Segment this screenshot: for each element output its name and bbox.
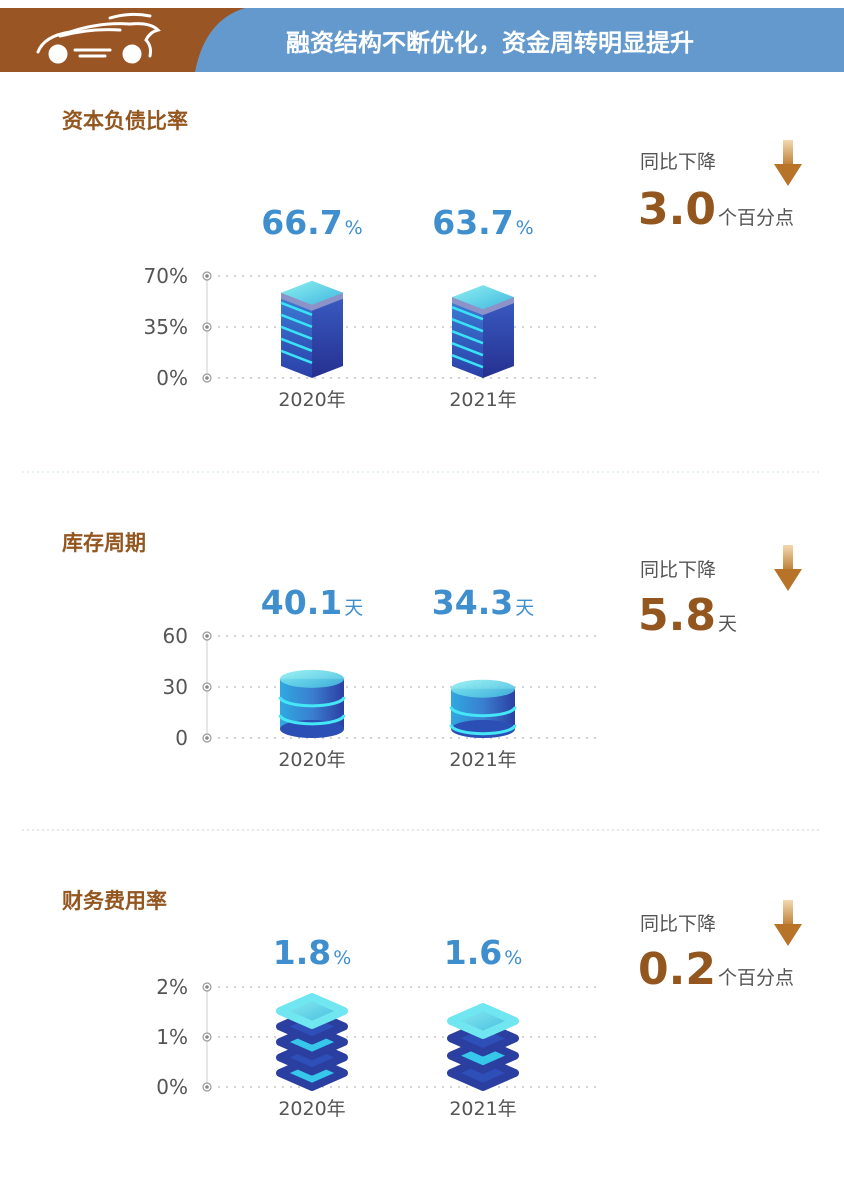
bar-2020年 <box>280 280 343 378</box>
x-category-label: 2021年 <box>449 1098 516 1120</box>
data-label-value: 1.6 <box>444 933 502 972</box>
data-label-value: 1.8 <box>273 933 331 972</box>
change-summary: 0.2 个百分点 <box>638 944 794 995</box>
data-label-unit: % <box>333 947 351 969</box>
y-tick-label: 1% <box>156 1025 188 1049</box>
arrow-down-icon <box>774 545 802 591</box>
x-category-label: 2020年 <box>278 389 345 411</box>
data-label-value: 34.3 <box>432 583 513 622</box>
x-category-label: 2020年 <box>278 1098 345 1120</box>
data-label-value: 66.7 <box>261 203 342 242</box>
change-label: 同比下降 <box>640 559 716 581</box>
data-label-unit: % <box>516 217 534 239</box>
y-tick-label: 70% <box>144 264 188 288</box>
data-label: 1.6% <box>444 933 523 972</box>
y-tick-label: 30 <box>163 675 188 699</box>
data-label-unit: % <box>504 947 522 969</box>
change-value: 3.0 <box>638 184 716 235</box>
data-label: 66.7% <box>261 203 362 242</box>
bar-2021年 <box>447 1003 519 1091</box>
bar-2021年 <box>451 285 514 378</box>
change-unit: 个百分点 <box>718 207 794 229</box>
change-label: 同比下降 <box>640 913 716 935</box>
section-title: 库存周期 <box>62 531 146 555</box>
y-tick-label: 35% <box>144 315 188 339</box>
header-title: 融资结构不断优化，资金周转明显提升 <box>286 29 694 57</box>
change-summary: 5.8 天 <box>638 590 737 641</box>
change-value: 0.2 <box>638 944 716 995</box>
change-label: 同比下降 <box>640 151 716 173</box>
change-unit: 天 <box>718 613 737 635</box>
change-unit: 个百分点 <box>718 967 794 989</box>
data-label-value: 40.1 <box>261 583 342 622</box>
x-category-label: 2020年 <box>278 749 345 771</box>
x-category-label: 2021年 <box>449 389 516 411</box>
change-value: 5.8 <box>638 590 716 641</box>
car-logo-icon <box>36 12 161 64</box>
section-title: 资本负债比率 <box>62 109 188 133</box>
x-category-label: 2021年 <box>449 749 516 771</box>
data-label-unit: % <box>345 217 363 239</box>
data-label: 63.7% <box>432 203 533 242</box>
y-tick-label: 2% <box>156 975 188 999</box>
header-banner: 融资结构不断优化，资金周转明显提升 <box>0 8 844 72</box>
bar-2020年 <box>278 669 346 738</box>
data-label-unit: 天 <box>515 597 534 619</box>
data-label-unit: 天 <box>344 597 363 619</box>
bar-2021年 <box>449 679 517 738</box>
y-tick-label: 60 <box>163 624 188 648</box>
data-label-value: 63.7 <box>432 203 513 242</box>
data-label: 34.3 天 <box>432 583 534 622</box>
section-title: 财务费用率 <box>62 889 167 913</box>
data-label: 40.1 天 <box>261 583 363 622</box>
change-summary: 3.0 个百分点 <box>638 184 794 235</box>
y-tick-label: 0% <box>156 366 188 390</box>
arrow-down-icon <box>774 900 802 946</box>
y-tick-label: 0 <box>175 726 188 750</box>
y-tick-label: 0% <box>156 1075 188 1099</box>
arrow-down-icon <box>774 140 802 186</box>
bar-2020年 <box>276 993 348 1091</box>
data-label: 1.8% <box>273 933 352 972</box>
